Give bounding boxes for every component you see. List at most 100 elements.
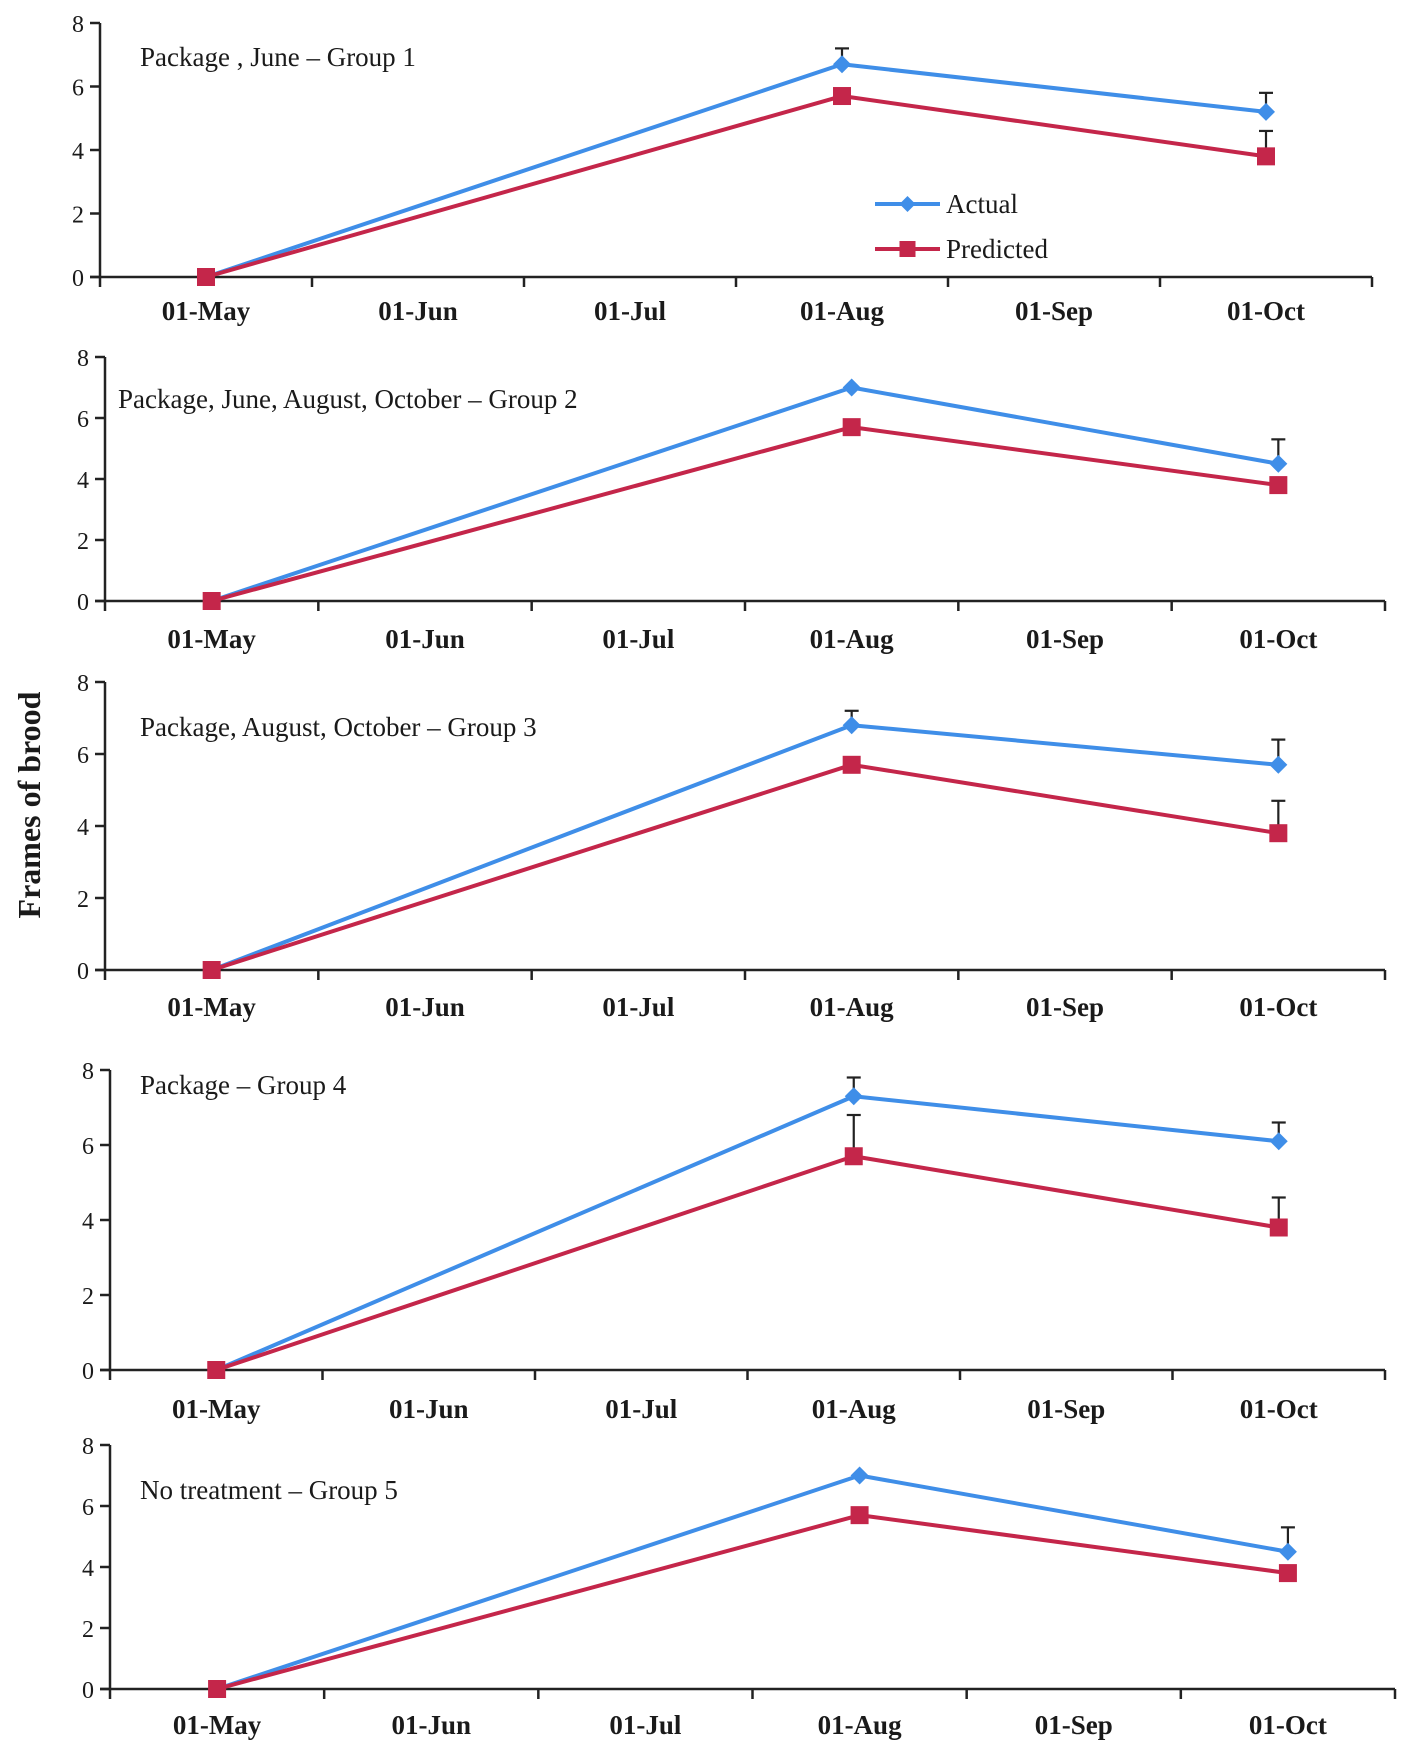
data-point	[1269, 824, 1288, 843]
series-predicted	[208, 1506, 1297, 1698]
series-predicted	[197, 87, 1275, 286]
y-tick-label: 6	[82, 1134, 94, 1160]
panel-title: Package – Group 4	[140, 1070, 347, 1100]
data-point	[833, 87, 851, 106]
x-tick-label: 01-Jul	[605, 1394, 678, 1424]
y-tick-label: 0	[82, 1359, 94, 1385]
y-tick-label: 6	[77, 743, 89, 769]
series-predicted	[202, 418, 1288, 610]
x-tick-label: 01-Jun	[391, 1710, 471, 1740]
data-point	[844, 1147, 863, 1166]
data-point	[1257, 102, 1275, 121]
x-tick-label: 01-May	[172, 1394, 261, 1424]
x-tick-label: 01-Jun	[389, 1394, 469, 1424]
x-tick-label: 01-Jul	[602, 624, 675, 654]
data-point	[1269, 476, 1288, 495]
series-actual	[207, 1076, 1288, 1379]
data-point	[842, 716, 861, 735]
data-point	[844, 1087, 863, 1106]
y-tick-label: 0	[72, 266, 84, 292]
panel-title: Package, August, October – Group 3	[140, 712, 537, 742]
y-tick-label: 4	[77, 815, 89, 841]
series-predicted	[202, 755, 1288, 979]
legend-label: Actual	[946, 189, 1018, 219]
x-tick-label: 01-Oct	[1239, 624, 1317, 654]
y-tick-label: 2	[72, 203, 84, 229]
series-line	[205, 94, 1267, 279]
panel-4: 0 2 4 6 8 01-May 01-Jun 01-Jul 01-Aug 01-Sep 01-Oc…	[82, 1059, 1387, 1424]
x-tick-label: 01-May	[162, 296, 251, 326]
data-point	[1278, 1564, 1297, 1583]
series-line	[216, 1473, 1289, 1691]
x-tick-label: 01-Oct	[1240, 1394, 1318, 1424]
data-point	[850, 1506, 869, 1525]
x-tick-label: 01-Oct	[1239, 992, 1317, 1022]
y-tick-label: 2	[82, 1284, 94, 1310]
legend-marker	[899, 196, 916, 212]
panel-3: 0 2 4 6 8 01-May 01-Jun 01-Jul 01-Aug 01-Sep 01-Oc…	[77, 671, 1387, 1022]
y-tick-label: 0	[77, 590, 89, 616]
data-point	[208, 1680, 227, 1698]
panel-title: No treatment – Group 5	[140, 1475, 398, 1505]
x-tick-label: 01-Sep	[1026, 992, 1104, 1022]
data-point	[850, 1466, 869, 1485]
x-tick-label: 01-Sep	[1027, 1394, 1105, 1424]
y-tick-label: 8	[72, 12, 84, 38]
data-point	[842, 755, 861, 774]
x-tick-label: 01-Aug	[810, 992, 895, 1022]
panel-1: 0 2 4 6 8 01-May 01-Jun 01-Jul 01-Aug 01-Sep 01-Oc…	[72, 12, 1374, 326]
panel-title: Package , June – Group 1	[140, 42, 416, 72]
x-tick-label: 01-Aug	[818, 1710, 903, 1740]
data-point	[1269, 1132, 1288, 1151]
legend-label: Predicted	[946, 234, 1048, 264]
x-tick-label: 01-Sep	[1026, 624, 1104, 654]
y-tick-label: 4	[82, 1209, 94, 1235]
y-tick-label: 4	[72, 139, 84, 165]
panel-5: 0 2 4 6 8 01-May 01-Jun 01-Jul 01-Aug 01-Sep 01-Oc…	[82, 1434, 1397, 1740]
data-point	[202, 961, 221, 979]
data-point	[207, 1361, 226, 1379]
series-line	[205, 62, 1267, 279]
y-tick-label: 6	[77, 407, 89, 433]
y-tick-label: 0	[82, 1678, 94, 1704]
data-point	[197, 268, 215, 286]
series-line	[215, 1154, 1280, 1372]
x-tick-label: 01-Jul	[594, 296, 667, 326]
y-tick-label: 4	[82, 1556, 94, 1582]
y-tick-label: 2	[77, 887, 89, 913]
data-point	[1278, 1542, 1297, 1561]
x-tick-label: 01-Oct	[1227, 296, 1305, 326]
x-tick-label: 01-Jun	[385, 624, 465, 654]
data-point	[842, 378, 861, 397]
x-tick-label: 01-Aug	[810, 624, 895, 654]
panel-2: 0 2 4 6 8 01-May 01-Jun 01-Jul 01-Aug 01-Sep 01-Oc…	[77, 346, 1387, 654]
y-tick-label: 2	[77, 529, 89, 555]
series-actual	[202, 709, 1288, 979]
x-tick-label: 01-May	[173, 1710, 262, 1740]
data-point	[833, 55, 851, 74]
y-tick-label: 8	[82, 1434, 94, 1460]
y-tick-label: 8	[82, 1059, 94, 1085]
y-tick-label: 8	[77, 671, 89, 697]
x-tick-label: 01-Oct	[1249, 1710, 1327, 1740]
legend: Actual Predicted	[875, 189, 1048, 264]
data-point	[1269, 454, 1288, 473]
x-tick-label: 01-Jul	[602, 992, 675, 1022]
series-actual	[197, 47, 1275, 286]
series-predicted	[207, 1113, 1288, 1379]
y-tick-label: 6	[72, 76, 84, 102]
x-tick-label: 01-Sep	[1015, 296, 1093, 326]
x-tick-label: 01-Sep	[1035, 1710, 1113, 1740]
series-line	[211, 425, 1279, 603]
series-line	[211, 385, 1279, 603]
series-line	[211, 762, 1279, 972]
x-tick-label: 01-Jul	[609, 1710, 682, 1740]
x-tick-label: 01-Jun	[378, 296, 458, 326]
series-line	[216, 1513, 1289, 1691]
data-point	[202, 592, 221, 610]
series-line	[215, 1094, 1279, 1372]
y-tick-label: 4	[77, 468, 89, 494]
x-tick-label: 01-May	[167, 992, 256, 1022]
y-tick-label: 0	[77, 959, 89, 985]
